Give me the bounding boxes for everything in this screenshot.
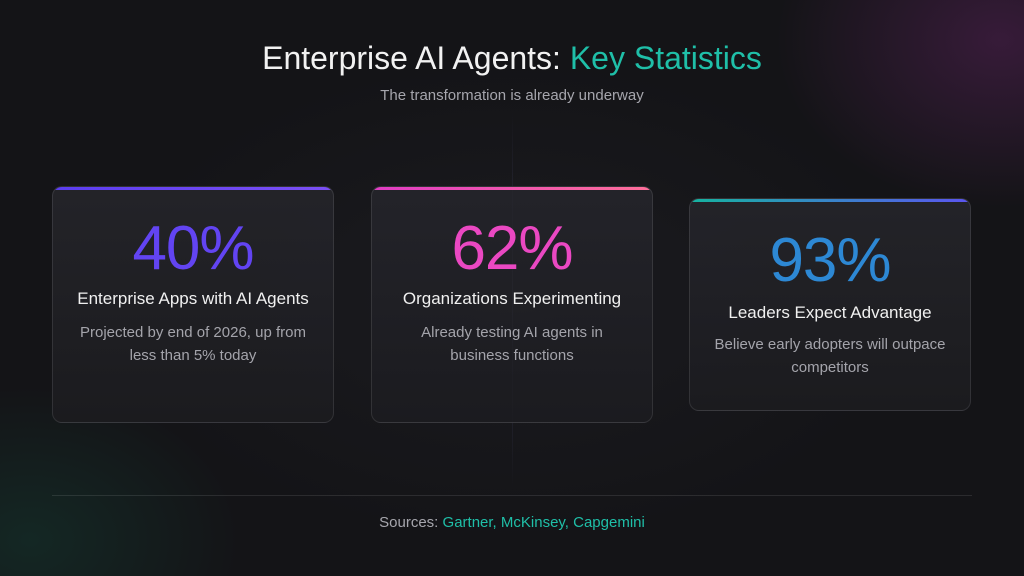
- stat-description: Believe early adopters will outpace comp…: [714, 336, 946, 376]
- title-accent: Key Statistics: [569, 40, 762, 76]
- stat-value: 93%: [769, 226, 891, 295]
- stat-card-enterprise-apps: 40% Enterprise Apps with AI Agents Proje…: [52, 186, 334, 423]
- stat-label: Organizations Experimenting: [402, 289, 622, 308]
- stat-description: Already testing AI agents in business fu…: [421, 324, 603, 364]
- stat-description: Projected by end of 2026, up from less t…: [80, 324, 306, 364]
- stat-card-organizations: 62% Organizations Experimenting Already …: [371, 186, 653, 423]
- page-subtitle: The transformation is already underway: [380, 87, 644, 104]
- footer-divider: [52, 495, 972, 496]
- stat-card-leaders: 93% Leaders Expect Advantage Believe ear…: [689, 198, 971, 411]
- sources-prefix: Sources:: [379, 514, 443, 531]
- page-title: Enterprise AI Agents: Key Statistics: [0, 40, 1024, 77]
- stat-value: 62%: [451, 214, 573, 283]
- stat-value: 40%: [132, 214, 254, 283]
- card-accent-bar: [53, 187, 333, 190]
- card-accent-bar: [372, 187, 652, 190]
- sources-footer: Sources: Gartner, McKinsey, Capgemini: [0, 514, 1024, 531]
- stat-label: Leaders Expect Advantage: [728, 303, 932, 322]
- title-main: Enterprise AI Agents:: [262, 40, 570, 76]
- sources-list: Gartner, McKinsey, Capgemini: [442, 514, 645, 531]
- card-accent-bar: [690, 199, 970, 202]
- stat-label: Enterprise Apps with AI Agents: [77, 289, 309, 308]
